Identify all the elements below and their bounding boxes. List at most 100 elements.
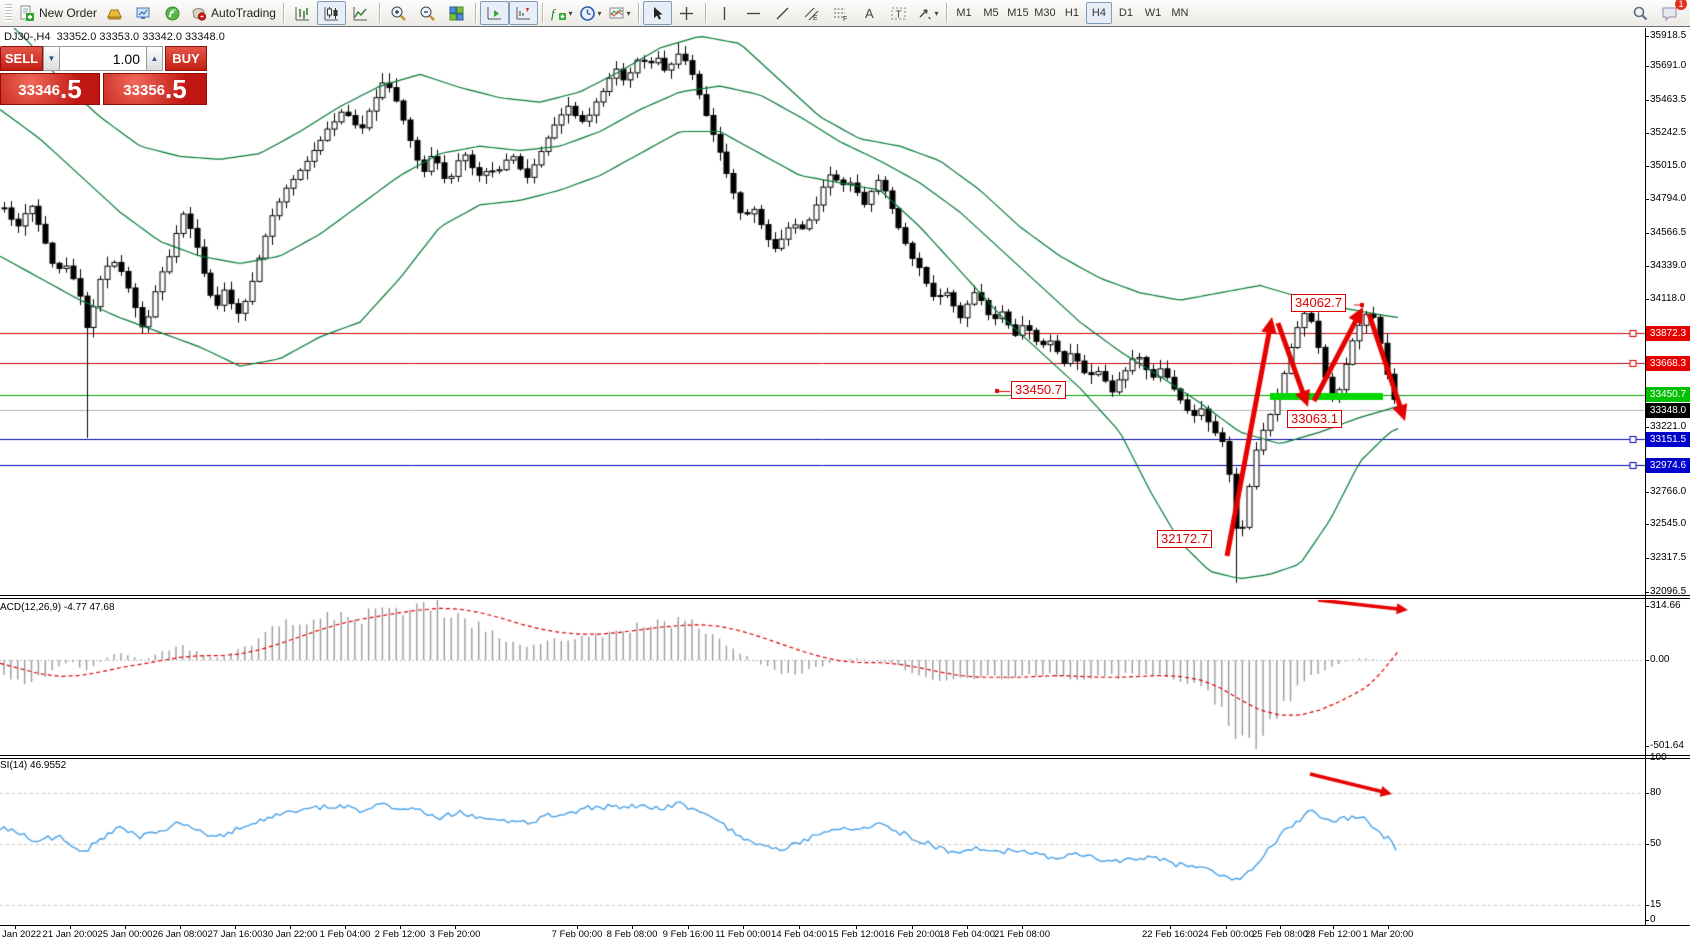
sell-price[interactable]: 33346.5	[0, 73, 100, 105]
indicators-button[interactable]: f ▾	[547, 1, 576, 25]
sell-button[interactable]: SELL	[0, 46, 43, 71]
data-window-button[interactable]	[129, 1, 158, 25]
volume-decrease-button[interactable]: ▼	[43, 46, 60, 71]
main-macd-separator[interactable]	[0, 595, 1690, 599]
macd-label: ACD(12,26,9) -4.77 47.68	[0, 602, 115, 613]
community-button[interactable]	[158, 1, 187, 25]
time-tick	[688, 926, 689, 929]
time-label: 9 Feb 16:00	[662, 929, 714, 940]
time-tick	[290, 926, 291, 929]
periods-button[interactable]: ▾	[576, 1, 605, 25]
cursor-button[interactable]	[642, 1, 672, 25]
arrow-tools-caret: ▾	[934, 8, 939, 18]
candle-chart-icon	[323, 5, 340, 22]
price-text-label-32172.7[interactable]: 32172.7	[1157, 530, 1212, 548]
line-chart-button[interactable]	[346, 1, 375, 25]
auto-scroll-button[interactable]	[479, 1, 509, 25]
timeframe-M15[interactable]: M15	[1007, 7, 1029, 19]
fibonacci-button[interactable]: F	[826, 1, 855, 25]
time-label: 15 Feb 12:00	[828, 929, 884, 940]
timeframe-M5[interactable]: M5	[983, 7, 999, 19]
buy-button[interactable]: BUY	[165, 46, 207, 71]
zoom-out-icon	[419, 5, 436, 22]
market-watch-button[interactable]	[100, 1, 129, 25]
price-tick-mark	[1645, 199, 1649, 200]
price-tick-mark	[1645, 133, 1649, 134]
sell-price-main: 33346	[18, 82, 61, 99]
timeframe-D1[interactable]: D1	[1118, 7, 1133, 19]
time-label: 14 Feb 04:00	[771, 929, 827, 940]
equidistant-channel-button[interactable]: E	[797, 1, 826, 25]
macd-tick-label: -501.64	[1650, 740, 1684, 751]
text-button[interactable]: A	[855, 1, 884, 25]
time-tick	[180, 926, 181, 929]
time-label: 16 Feb 20:00	[884, 929, 940, 940]
timeframe-H4[interactable]: H4	[1085, 2, 1112, 24]
horizontal-line-button[interactable]	[739, 1, 768, 25]
time-tick	[1280, 926, 1281, 929]
time-tick	[577, 926, 578, 929]
tile-windows-icon	[448, 5, 465, 22]
macd-tick-label: 0.00	[1650, 654, 1670, 665]
text-label-button[interactable]: T	[884, 1, 913, 25]
timeframe-M30[interactable]: M30	[1034, 7, 1056, 19]
vertical-line-icon	[716, 5, 733, 22]
timeframe-M1[interactable]: M1	[956, 7, 972, 19]
timeframe-W1[interactable]: W1	[1144, 7, 1162, 19]
trend-line-icon	[774, 5, 791, 22]
buy-price[interactable]: 33356.5	[103, 73, 207, 105]
timeframe-H1[interactable]: H1	[1064, 7, 1079, 19]
search-button[interactable]	[1626, 1, 1655, 25]
time-label: 26 Jan 08:00	[152, 929, 208, 940]
vertical-line-button[interactable]	[710, 1, 739, 25]
macd-tick-mark	[1645, 660, 1649, 661]
price-tick-label: 35918.5	[1650, 30, 1687, 41]
new-order-button[interactable]: New Order	[15, 1, 100, 25]
rsi-tick-mark	[1645, 758, 1649, 759]
time-label: 1 Feb 04:00	[319, 929, 371, 940]
time-label: 11 Feb 00:00	[715, 929, 771, 940]
trend-line-button[interactable]	[768, 1, 797, 25]
time-axis-border	[0, 925, 1690, 926]
candle-chart-button[interactable]	[316, 1, 346, 25]
macd-tick-mark	[1645, 606, 1649, 607]
toolbar-grip[interactable]	[5, 4, 12, 22]
notifications-button[interactable]: 1	[1655, 0, 1687, 25]
time-tick	[632, 926, 633, 929]
bar-chart-button[interactable]	[288, 1, 317, 25]
price-text-label-33063.1[interactable]: 33063.1	[1287, 410, 1342, 428]
volume-increase-button[interactable]: ▲	[146, 46, 163, 71]
chart-shift-button[interactable]	[508, 1, 538, 25]
fibonacci-icon: F	[832, 5, 849, 22]
timeframe-MN[interactable]: MN	[1171, 7, 1189, 19]
timeframe-buttons: M1 M5 M15 M30 H1 H4 D1 W1 MN	[951, 2, 1193, 24]
arrow-tools-button[interactable]: ▾	[913, 1, 942, 25]
time-label: 2 Feb 12:00	[374, 929, 426, 940]
templates-button[interactable]: ▾	[605, 1, 634, 25]
periods-caret: ▾	[597, 8, 602, 18]
time-tick	[1022, 926, 1023, 929]
zoom-out-button[interactable]	[413, 1, 442, 25]
price-badge-33450.7: 33450.7	[1646, 387, 1690, 402]
rsi-label: SI(14) 46.9552	[0, 760, 67, 771]
rsi-tick-mark	[1645, 905, 1649, 906]
price-badge-33348.0: 33348.0	[1646, 403, 1690, 418]
price-tick-label: 35015.0	[1650, 160, 1687, 171]
time-label: 20 Jan 2022	[0, 929, 42, 940]
time-tick	[235, 926, 236, 929]
tile-windows-button[interactable]	[442, 1, 471, 25]
chart-canvas[interactable]	[0, 28, 1690, 925]
zoom-in-button[interactable]	[384, 1, 413, 25]
autotrading-button[interactable]: AutoTrading	[187, 1, 279, 25]
crosshair-button[interactable]	[672, 1, 701, 25]
macd-rsi-separator[interactable]	[0, 755, 1690, 759]
price-text-label-33450.7[interactable]: 33450.7	[1011, 381, 1066, 399]
one-click-trading-panel: SELL ▼ 1.00 ▲ BUY 33346.5 33356.5	[0, 46, 210, 105]
price-tick-label: 34566.5	[1650, 227, 1687, 238]
volume-input[interactable]: 1.00	[60, 46, 146, 71]
data-window-icon	[135, 5, 152, 22]
rsi-tick-label: 100	[1650, 752, 1667, 763]
price-text-label-34062.7[interactable]: 34062.7	[1291, 294, 1346, 312]
